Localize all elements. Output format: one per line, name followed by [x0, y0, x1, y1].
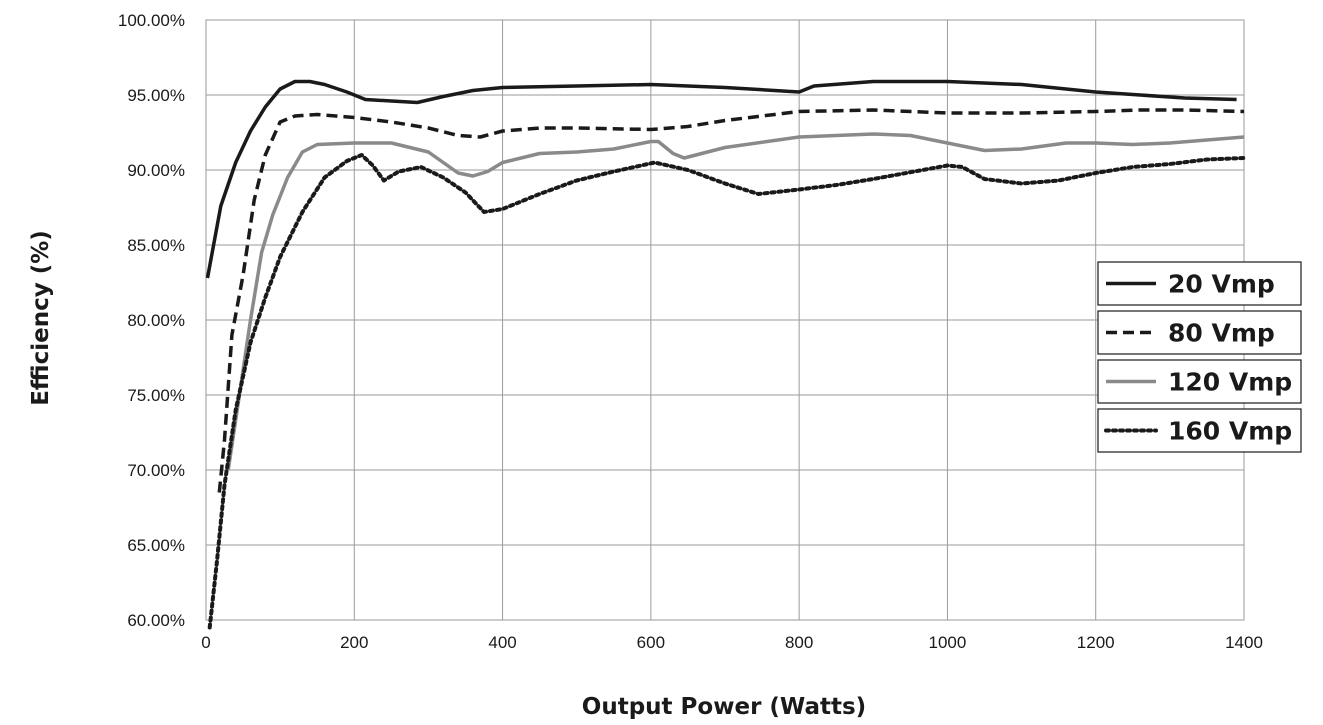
x-tick-label: 1000 — [929, 633, 967, 652]
y-tick-label: 95.00% — [127, 86, 185, 105]
y-axis-title: Efficiency (%) — [28, 230, 54, 406]
legend-label: 120 Vmp — [1168, 368, 1292, 397]
series-line-160-vmp — [207, 153, 1246, 630]
x-tick-label: 600 — [637, 633, 665, 652]
x-tick-label: 1400 — [1225, 633, 1263, 652]
legend-item: 120 Vmp — [1097, 359, 1302, 404]
y-tick-label: 70.00% — [127, 461, 185, 480]
x-tick-label: 1200 — [1077, 633, 1115, 652]
y-tick-labels: 60.00% 65.00% 70.00% 75.00% 80.00% 85.00% 90.0… — [118, 11, 185, 630]
y-tick-label: 75.00% — [127, 386, 185, 405]
legend: 20 Vmp 80 Vmp 120 Vmp 160 Vmp — [1097, 261, 1302, 453]
y-tick-label: 85.00% — [127, 236, 185, 255]
x-tick-label: 0 — [201, 633, 210, 652]
series-line-120-vmp — [226, 132, 1245, 471]
series-layer — [205, 79, 1246, 630]
grid — [205, 19, 1245, 621]
x-tick-label: 800 — [785, 633, 813, 652]
legend-item: 20 Vmp — [1097, 261, 1302, 306]
legend-item: 160 Vmp — [1097, 408, 1302, 453]
legend-label: 80 Vmp — [1168, 319, 1275, 348]
legend-label: 20 Vmp — [1168, 270, 1275, 299]
x-tick-label: 200 — [340, 633, 368, 652]
x-tick-labels: 0 200 400 600 800 1000 1200 1400 — [201, 633, 1263, 652]
y-tick-label: 90.00% — [127, 161, 185, 180]
y-tick-label: 100.00% — [118, 11, 185, 30]
y-tick-label: 80.00% — [127, 311, 185, 330]
legend-label: 160 Vmp — [1168, 417, 1292, 446]
series-line-20-vmp — [205, 79, 1237, 279]
y-tick-label: 65.00% — [127, 536, 185, 555]
y-tick-label: 60.00% — [127, 611, 185, 630]
legend-item: 80 Vmp — [1097, 310, 1302, 355]
x-axis-title: Output Power (Watts) — [582, 694, 866, 720]
x-tick-label: 400 — [488, 633, 516, 652]
